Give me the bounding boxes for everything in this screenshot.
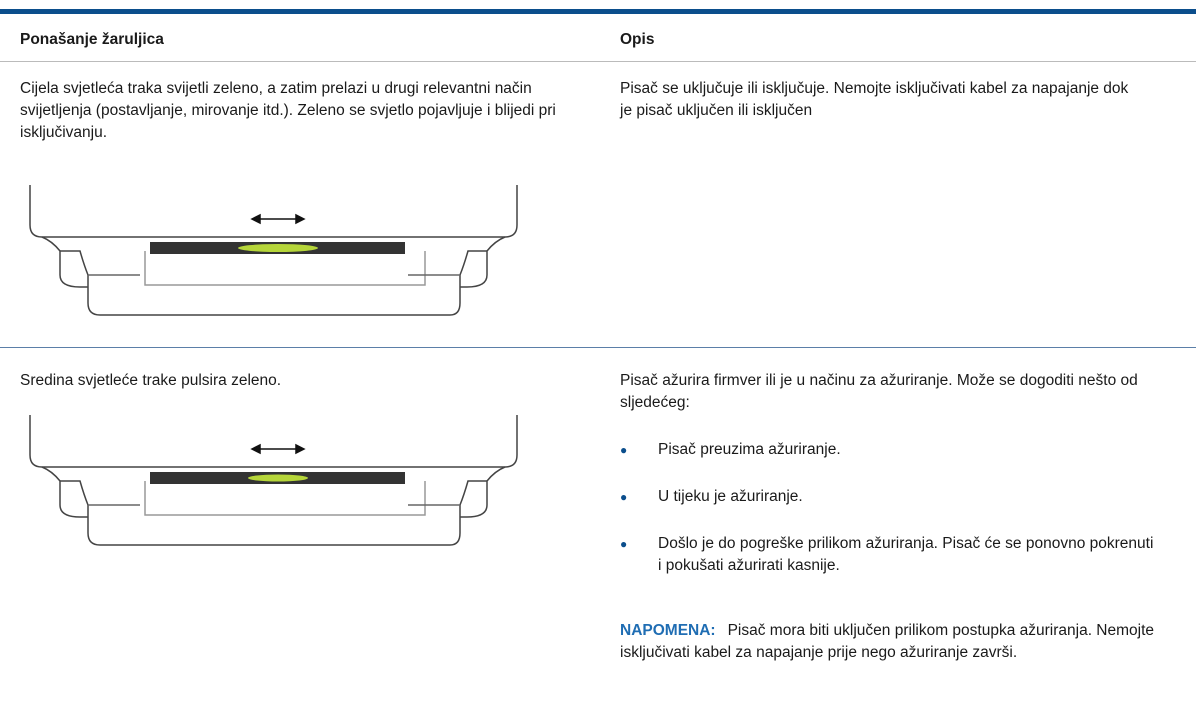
top-rule [0,9,1196,14]
list-item: U tijeku je ažuriranje. [658,488,803,505]
description-text: Pisač ažurira firmver ili je u načinu za… [620,372,1138,411]
bullet-list: ● Pisač preuzima ažuriranje. ● U tijeku … [620,439,1190,579]
header-rule [0,61,1196,62]
note-text: Pisač mora biti uključen prilikom postup… [620,622,1155,661]
list-item: Pisač preuzima ažuriranje. [658,441,841,458]
row-rule [0,347,1196,348]
header-cell: Ponašanje žaruljica [20,31,164,48]
behavior-text: Sredina svjetleće trake pulsira zeleno. [20,372,282,389]
description-text: Pisač se uključuje ili isključuje. Nemoj… [620,80,1129,119]
behavior-text: Cijela svjetleća traka svijetli zeleno, … [20,80,556,141]
note-label: NAPOMENA: [620,622,716,639]
bullet: ● [620,490,628,504]
bullet: ● [620,443,628,457]
printer-illustration [29,415,518,546]
printer-illustration [29,185,518,316]
list-item: Došlo je do pogreške prilikom ažuriranja… [658,535,1154,574]
header-cell: Opis [620,31,655,48]
note: NAPOMENA: Pisač mora biti uključen prilik… [620,620,1180,664]
bullet: ● [620,537,628,551]
